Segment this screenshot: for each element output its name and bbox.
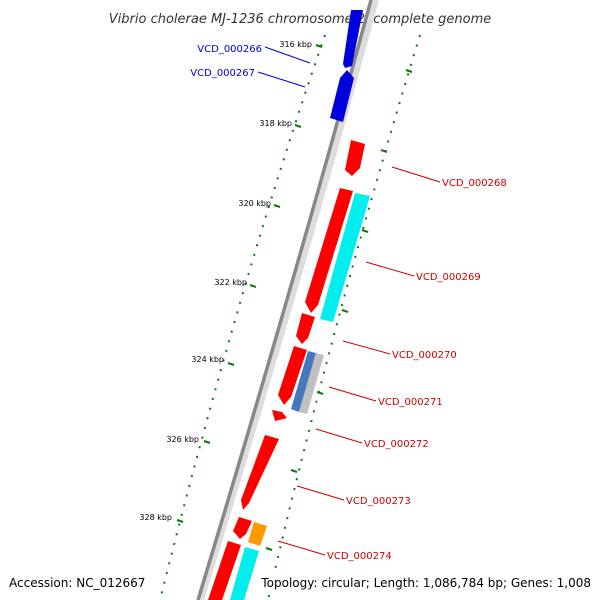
gene-feature-red[interactable]	[305, 188, 353, 313]
footer-left-bg	[4, 572, 150, 592]
tick-label: 324 kbp	[191, 355, 224, 364]
gene-label[interactable]: VCD_000274	[327, 551, 392, 562]
forward-strand-features	[208, 10, 365, 600]
outer-dotted-ring	[267, 34, 421, 600]
tick-label: 316 kbp	[279, 40, 312, 49]
tick-label: 318 kbp	[259, 119, 292, 128]
gene-label[interactable]: VCD_000268	[442, 178, 507, 189]
gene-label[interactable]: VCD_000266	[197, 44, 262, 55]
gene-feature-cyan[interactable]	[230, 547, 259, 600]
gene-feature-red[interactable]	[233, 517, 252, 539]
gene-feature-silver[interactable]	[299, 353, 324, 414]
gene-feature-red[interactable]	[278, 346, 307, 405]
gene-feature-blue[interactable]	[343, 10, 363, 68]
inner-dotted-ring	[159, 34, 326, 600]
outer-ticks	[265, 69, 413, 551]
gene-label[interactable]: VCD_000271	[378, 397, 443, 408]
tick-label: 320 kbp	[238, 199, 271, 208]
gene-feature-red[interactable]	[208, 541, 241, 600]
gene-label[interactable]: VCD_000272	[364, 439, 429, 450]
gene-feature-red[interactable]	[241, 435, 279, 510]
footer-right-bg	[256, 572, 596, 592]
genome-summary-text: Topology: circular; Length: 1,086,784 bp…	[260, 576, 591, 590]
backbone-shadow	[198, 0, 379, 600]
gene-feature-red[interactable]	[296, 313, 315, 344]
gene-label[interactable]: VCD_000267	[190, 68, 255, 79]
gene-label[interactable]: VCD_000270	[392, 350, 457, 361]
gene-feature-red[interactable]	[272, 410, 287, 421]
tick-label: 322 kbp	[214, 278, 247, 287]
gene-feature-red[interactable]	[345, 140, 365, 176]
label-connectors	[257, 46, 441, 556]
tick-label: 328 kbp	[139, 513, 172, 522]
gene-feature-steelblue[interactable]	[291, 351, 316, 412]
map-title: Vibrio cholerae MJ-1236 chromosome 2, co…	[109, 12, 491, 27]
gene-label[interactable]: VCD_000269	[416, 272, 481, 283]
tick-label: 326 kbp	[166, 435, 199, 444]
reverse-strand-features	[230, 193, 370, 600]
accession-text: Accession: NC_012667	[9, 576, 145, 590]
gene-feature-blue[interactable]	[330, 70, 354, 122]
gene-feature-cyan[interactable]	[320, 193, 370, 322]
gene-feature-orange[interactable]	[248, 522, 267, 546]
inner-ticks	[176, 44, 323, 523]
gene-label[interactable]: VCD_000273	[346, 496, 411, 507]
